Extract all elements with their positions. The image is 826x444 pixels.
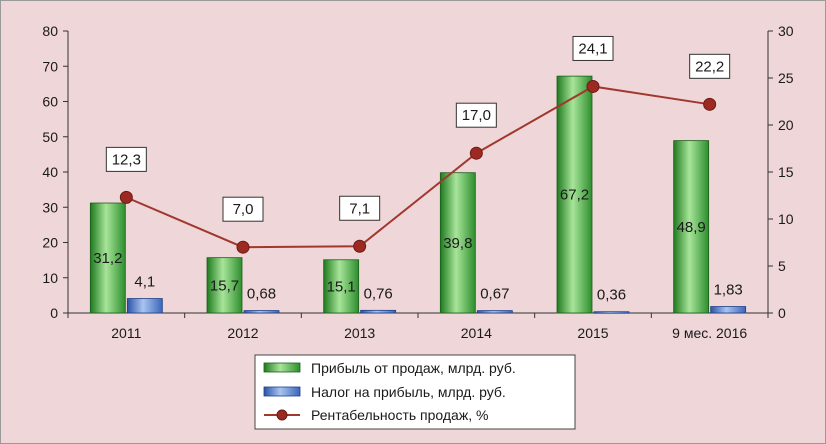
bar-tax-label: 0,36 — [597, 287, 626, 304]
line-point — [353, 239, 367, 253]
bar-profit — [673, 140, 710, 314]
bar-profit-label: 48,9 — [677, 219, 706, 236]
bar-tax-label: 0,68 — [247, 286, 276, 303]
bar-profit-label: 31,2 — [93, 250, 122, 267]
y-right-tick-label: 25 — [778, 70, 794, 86]
x-tick-label: 2015 — [577, 325, 608, 341]
line-point — [236, 240, 250, 254]
y-left-tick-label: 40 — [42, 164, 58, 180]
series-line-profitability — [125, 85, 710, 249]
axes-layer: 0 10 20 30 40 50 60 70 80 0 5 10 15 20 25 30 2011 2012 201… — [42, 23, 793, 341]
line-point-label: 7,0 — [233, 201, 254, 218]
y-right-tick-label: 5 — [778, 258, 786, 274]
x-tick-label: 2014 — [461, 325, 492, 341]
line-point — [469, 146, 483, 160]
line-point — [586, 79, 600, 93]
y-left-tick-label: 0 — [50, 305, 58, 321]
bar-tax — [593, 311, 630, 314]
bar-tax-label: 0,76 — [364, 285, 393, 302]
y-right-tick-label: 15 — [778, 164, 794, 180]
y-left-tick-label: 70 — [42, 58, 58, 74]
line-label-box — [455, 102, 497, 128]
bar-profit — [89, 202, 126, 314]
line-point-label: 22,2 — [695, 58, 724, 75]
data-labels-layer: 31,2 4,1 15,7 0,68 15,1 0,76 39,8 0,67 67,2 0,36 4… — [93, 35, 743, 304]
y-left-tick-label: 60 — [42, 94, 58, 110]
y-left-tick-label: 80 — [42, 23, 58, 39]
bar-profit-label: 15,1 — [327, 278, 356, 295]
legend-swatch-profit — [263, 362, 301, 373]
bar-profit-label: 39,8 — [443, 235, 472, 252]
bar-profit-label: 67,2 — [560, 187, 589, 204]
legend-box — [254, 354, 576, 430]
legend-swatch-tax — [263, 386, 301, 397]
legend-swatch-profitability-marker — [276, 409, 288, 421]
line-label-box — [572, 35, 614, 61]
x-tick-label: 2012 — [227, 325, 258, 341]
bars-layer — [89, 75, 747, 314]
bar-profit — [206, 257, 243, 314]
line-point-label: 17,0 — [462, 107, 491, 124]
line-point-label: 24,1 — [578, 40, 607, 57]
y-right-tick-label: 10 — [778, 211, 794, 227]
bar-tax — [360, 309, 397, 314]
y-left-tick-label: 10 — [42, 270, 58, 286]
legend-label-profit: Прибыль от продаж, млрд. руб. — [311, 360, 516, 376]
line-label-box — [222, 196, 264, 222]
line-label-box — [339, 195, 381, 221]
line-label-box — [105, 146, 147, 172]
bar-tax-label: 1,83 — [714, 282, 743, 299]
bar-tax-label: 4,1 — [134, 274, 155, 291]
bar-tax — [243, 310, 280, 314]
bar-tax — [126, 298, 163, 314]
line-point — [703, 97, 717, 111]
legend: Прибыль от продаж, млрд. руб. Налог на пр… — [254, 354, 576, 430]
bar-tax — [476, 310, 513, 314]
x-tick-label: 2013 — [344, 325, 375, 341]
y-right-tick-label: 0 — [778, 305, 786, 321]
line-point-label: 7,1 — [349, 200, 370, 217]
legend-label-profitability: Рентабельность продаж, % — [311, 407, 488, 423]
bar-profit — [323, 259, 360, 314]
x-tick-label: 9 мес. 2016 — [672, 325, 747, 341]
y-left-tick-label: 30 — [42, 199, 58, 215]
y-left-tick-label: 50 — [42, 129, 58, 145]
line-layer — [119, 79, 717, 254]
line-point — [119, 190, 133, 204]
bar-profit — [439, 172, 476, 314]
bar-tax-label: 0,67 — [480, 286, 509, 303]
bar-tax — [710, 306, 747, 314]
y-right-tick-label: 20 — [778, 117, 794, 133]
y-right-tick-label: 30 — [778, 23, 794, 39]
bar-profit-label: 15,7 — [210, 277, 239, 294]
legend-label-tax: Налог на прибыль, млрд. руб. — [311, 384, 506, 400]
bar-profit — [556, 75, 593, 314]
y-left-tick-label: 20 — [42, 235, 58, 251]
x-tick-label: 2011 — [111, 325, 141, 341]
line-label-box — [689, 53, 731, 79]
line-point-label: 12,3 — [112, 151, 141, 168]
